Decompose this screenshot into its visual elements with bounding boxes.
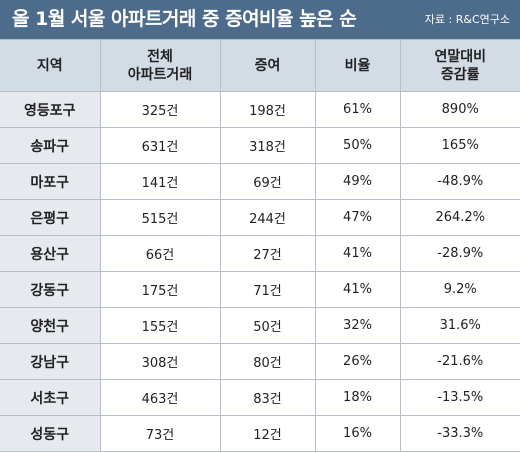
table: 지역 전체 아파트거래 증여 비율 연말대비 증감률 영등포구 325건 198건 61% 89… <box>0 39 520 452</box>
table-cell: 141건 <box>99 163 221 200</box>
region-cell: 송파구 <box>0 127 101 164</box>
region-cell: 영등포구 <box>0 91 101 128</box>
table-cell: -21.6% <box>399 343 520 380</box>
table-cell: 18% <box>314 379 401 416</box>
table-cell: 66건 <box>99 235 221 272</box>
table-cell: -33.3% <box>399 415 520 452</box>
region-cell: 양천구 <box>0 307 101 344</box>
table-cell: 31.6% <box>399 307 520 344</box>
table-row: 마포구 141건 69건 49% -48.9% <box>0 163 520 200</box>
table-cell: 83건 <box>219 379 316 416</box>
table-cell: 175건 <box>99 271 221 308</box>
table-cell: 32% <box>314 307 401 344</box>
table-cell: 9.2% <box>399 271 520 308</box>
table-cell: 61% <box>314 91 401 128</box>
table-row: 영등포구 325건 198건 61% 890% <box>0 91 520 128</box>
table-cell: 463건 <box>99 379 221 416</box>
table-cell: 165% <box>399 127 520 164</box>
region-cell: 강동구 <box>0 271 101 308</box>
table-cell: 308건 <box>99 343 221 380</box>
region-cell: 마포구 <box>0 163 101 200</box>
source: 자료 : R&C연구소 <box>424 13 510 26</box>
table-row: 양천구 155건 50건 32% 31.6% <box>0 307 520 344</box>
table-cell: 198건 <box>219 91 316 128</box>
column-header: 전체 아파트거래 <box>99 39 221 92</box>
region-cell: 서초구 <box>0 379 101 416</box>
table-cell: 244건 <box>219 199 316 236</box>
table-cell: 71건 <box>219 271 316 308</box>
table-cell: 325건 <box>99 91 221 128</box>
table-cell: 26% <box>314 343 401 380</box>
table-row: 강남구 308건 80건 26% -21.6% <box>0 343 520 380</box>
region-cell: 강남구 <box>0 343 101 380</box>
table-cell: 264.2% <box>399 199 520 236</box>
table-cell: 41% <box>314 235 401 272</box>
header-row: 지역 전체 아파트거래 증여 비율 연말대비 증감률 <box>0 39 520 92</box>
table-row: 성동구 73건 12건 16% -33.3% <box>0 415 520 452</box>
table-cell: -48.9% <box>399 163 520 200</box>
table-cell: 890% <box>399 91 520 128</box>
table-cell: 49% <box>314 163 401 200</box>
table-cell: 41% <box>314 271 401 308</box>
table-cell: -28.9% <box>399 235 520 272</box>
table-cell: 16% <box>314 415 401 452</box>
table-cell: 73건 <box>99 415 221 452</box>
table-cell: 318건 <box>219 127 316 164</box>
column-header: 비율 <box>314 39 401 92</box>
table-body: 영등포구 325건 198건 61% 890% 송파구 631건 318건 50% 165% 마포구… <box>0 91 520 452</box>
region-cell: 은평구 <box>0 199 101 236</box>
column-header: 연말대비 증감률 <box>399 39 520 92</box>
table-cell: 12건 <box>219 415 316 452</box>
title: 올 1월 서울 아파트거래 중 증여비율 높은 순 <box>12 8 357 30</box>
region-cell: 성동구 <box>0 415 101 452</box>
table-cell: 50% <box>314 127 401 164</box>
column-header: 증여 <box>219 39 316 92</box>
column-header: 지역 <box>0 39 101 92</box>
table-cell: 80건 <box>219 343 316 380</box>
title-bar: 올 1월 서울 아파트거래 중 증여비율 높은 순 자료 : R&C연구소 <box>0 0 520 39</box>
table-cell: 50건 <box>219 307 316 344</box>
table-cell: -13.5% <box>399 379 520 416</box>
table-row: 은평구 515건 244건 47% 264.2% <box>0 199 520 236</box>
region-cell: 용산구 <box>0 235 101 272</box>
table-cell: 69건 <box>219 163 316 200</box>
table-row: 서초구 463건 83건 18% -13.5% <box>0 379 520 416</box>
table-cell: 515건 <box>99 199 221 236</box>
table-row: 강동구 175건 71건 41% 9.2% <box>0 271 520 308</box>
table-cell: 27건 <box>219 235 316 272</box>
table-cell: 155건 <box>99 307 221 344</box>
table-row: 용산구 66건 27건 41% -28.9% <box>0 235 520 272</box>
table-cell: 631건 <box>99 127 221 164</box>
table-row: 송파구 631건 318건 50% 165% <box>0 127 520 164</box>
table-cell: 47% <box>314 199 401 236</box>
